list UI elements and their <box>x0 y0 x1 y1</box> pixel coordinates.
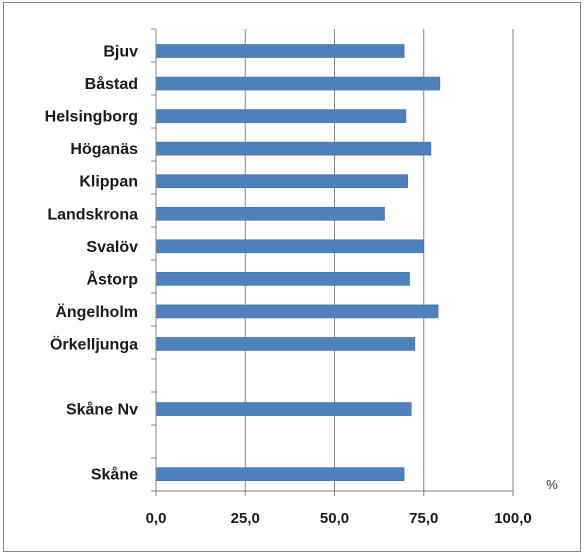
tick-labels: 0,0 25,0 50,0 75,0 100,0 <box>146 510 532 527</box>
bar <box>155 174 408 188</box>
category-label: Höganäs <box>70 141 138 158</box>
bar <box>155 109 407 123</box>
category-label: Helsingborg <box>45 109 138 126</box>
bar <box>155 206 385 221</box>
bar <box>155 44 405 58</box>
bar <box>155 239 425 254</box>
x-tick-label: 25,0 <box>231 510 260 527</box>
bar <box>155 272 410 286</box>
axes <box>151 28 514 496</box>
bars <box>155 44 441 481</box>
bar <box>155 337 416 351</box>
chart-frame: Bjuv Båstad Helsingborg Höganäs Klippan Lands… <box>3 2 581 552</box>
bar <box>155 76 441 91</box>
category-label: Skåne Nv <box>66 401 138 419</box>
x-tick-label: 50,0 <box>320 510 349 527</box>
category-labels: Bjuv Båstad Helsingborg Höganäs Klippan Lands… <box>45 44 139 484</box>
bar-chart: Bjuv Båstad Helsingborg Höganäs Klippan Lands… <box>45 28 558 527</box>
category-label: Ängelholm <box>55 303 138 321</box>
category-label: Klippan <box>79 174 138 191</box>
bar <box>155 304 439 319</box>
bar <box>155 141 432 156</box>
category-label: Båstad <box>85 75 138 93</box>
x-tick-label: 100,0 <box>494 510 532 527</box>
category-label: Örkelljunga <box>50 334 138 353</box>
category-label: Bjuv <box>103 44 138 61</box>
unit-label: % <box>546 477 558 492</box>
category-label: Åstorp <box>86 269 138 288</box>
bar <box>155 467 405 481</box>
gridlines <box>244 29 514 491</box>
x-tick-label: 0,0 <box>146 510 167 527</box>
category-label: Svalöv <box>86 239 138 256</box>
bar <box>155 402 412 416</box>
category-label: Landskrona <box>47 206 138 223</box>
category-label: Skåne <box>91 466 138 484</box>
x-tick-label: 75,0 <box>409 510 438 527</box>
